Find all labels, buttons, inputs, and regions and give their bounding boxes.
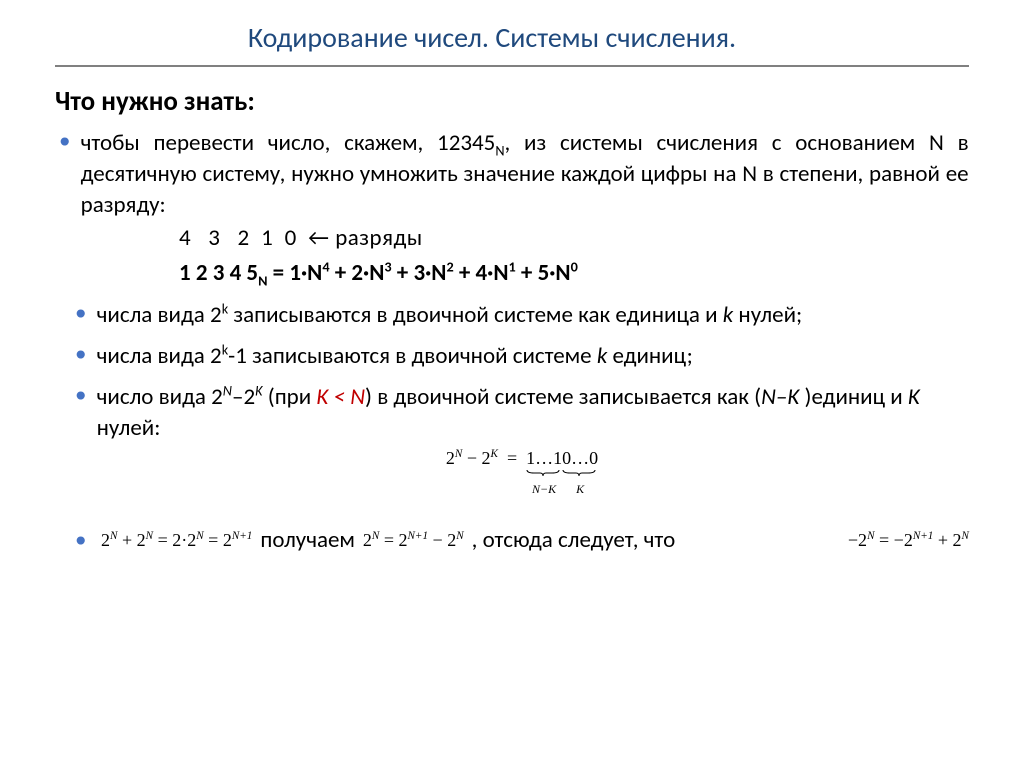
- title-divider: [55, 65, 969, 67]
- equation: 2N = 2N+1 − 2N: [363, 530, 464, 551]
- bullet-list: чтобы перевести число, скажем, 12345N, и…: [55, 128, 969, 498]
- bullet-icon: •: [75, 526, 93, 554]
- connector-text: получаем: [260, 526, 354, 554]
- connector-text: , отсюда следует, что: [472, 526, 676, 554]
- list-text: чтобы перевести число, скажем, 12345N, и…: [81, 128, 969, 221]
- page-title: Кодирование чисел. Системы счисления.: [55, 20, 969, 55]
- position-digits-block: 4 3 2 1 0 ← разряды 1 2 3 4 5N = 1·N4 + …: [59, 221, 969, 290]
- list-text: числа вида 2k-1 записываются в двоичной …: [97, 341, 953, 372]
- base-formula: 1 2 3 4 5N = 1·N4 + 2·N3 + 3·N2 + 4·N1 +…: [179, 256, 969, 291]
- list-item: число вида 2N–2K (при K < N) в двоичной …: [55, 382, 969, 498]
- equation: 2N − 2K = 1…1 N−K 0…0 K: [446, 448, 598, 498]
- brace-group-right: 0…0 K: [562, 448, 598, 498]
- brace-group-left: 1…1 N−K: [526, 448, 562, 498]
- underbrace-icon: [526, 469, 560, 477]
- list-item: числа вида 2k записываются в двоичной си…: [55, 300, 969, 331]
- list-item-last: • 2N + 2N = 2·2N = 2N+1 получаем 2N = 2N…: [55, 526, 969, 554]
- list-text: числа вида 2k записываются в двоичной си…: [97, 300, 953, 331]
- list-item: чтобы перевести число, скажем, 12345N, и…: [55, 128, 969, 290]
- list-text: число вида 2N–2K (при K < N) в двоичной …: [97, 382, 953, 444]
- equation: 2N + 2N = 2·2N = 2N+1: [101, 530, 252, 551]
- position-row: 4 3 2 1 0 ← разряды: [179, 221, 969, 256]
- underbrace-icon: [562, 469, 596, 477]
- slide-page: Кодирование чисел. Системы счисления. Чт…: [0, 0, 1024, 554]
- section-heading: Что нужно знать:: [55, 85, 969, 118]
- equation-block: 2N − 2K = 1…1 N−K 0…0 K: [75, 448, 969, 498]
- equation: −2N = −2N+1 + 2N: [848, 530, 969, 551]
- list-item: числа вида 2k-1 записываются в двоичной …: [55, 341, 969, 372]
